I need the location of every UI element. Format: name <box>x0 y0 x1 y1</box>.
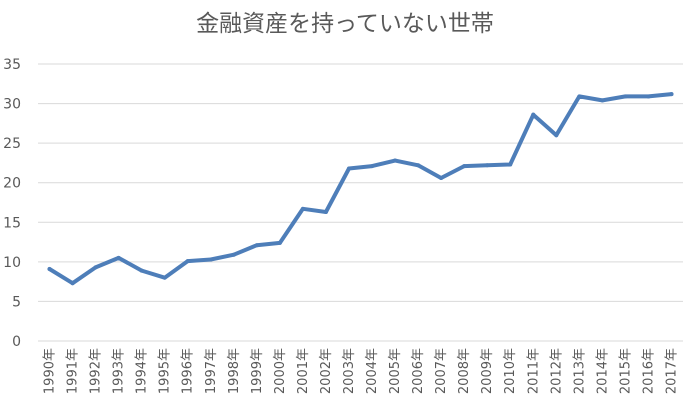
x-tick-label: 2001年 <box>296 348 311 394</box>
data-point <box>346 166 351 171</box>
data-point <box>185 259 190 264</box>
data-point <box>162 275 167 280</box>
series-line <box>47 92 674 286</box>
x-tick-label: 1999年 <box>250 348 265 394</box>
data-point <box>300 206 305 211</box>
x-tick-label: 2006年 <box>411 348 426 394</box>
series-layer <box>47 92 674 286</box>
data-point <box>600 98 605 103</box>
data-point <box>669 92 674 97</box>
x-tick-label: 2012年 <box>549 348 564 394</box>
data-point <box>254 243 259 248</box>
x-tick-label: 2000年 <box>273 348 288 394</box>
x-tick-label: 1991年 <box>66 348 81 394</box>
data-point <box>93 265 98 270</box>
x-tick-label: 2010年 <box>503 348 518 394</box>
data-point <box>393 158 398 163</box>
data-point <box>531 112 536 117</box>
x-tick-label: 1995年 <box>158 348 173 394</box>
gridlines <box>38 63 683 342</box>
data-point <box>116 255 121 260</box>
x-tick-label: 2014年 <box>595 348 610 394</box>
data-point <box>323 209 328 214</box>
data-point <box>277 240 282 245</box>
x-tick-label: 2005年 <box>388 348 403 394</box>
y-tick-label: 15 <box>3 215 21 231</box>
y-tick-label: 5 <box>12 294 21 310</box>
data-point <box>439 175 444 180</box>
data-point <box>646 94 651 99</box>
data-point <box>554 133 559 138</box>
x-tick-label: 2003年 <box>342 348 357 394</box>
y-tick-label: 35 <box>3 57 21 73</box>
x-tick-label: 1990年 <box>43 348 58 394</box>
y-tick-label: 25 <box>3 136 21 152</box>
x-tick-label: 2013年 <box>572 348 587 394</box>
x-tick-label: 1992年 <box>89 348 104 394</box>
y-axis-ticks: 0 5 10 15 20 25 30 35 <box>3 57 21 350</box>
y-tick-label: 10 <box>3 255 21 271</box>
x-tick-label: 1998年 <box>227 348 242 394</box>
data-point <box>462 164 467 169</box>
x-tick-label: 1993年 <box>112 348 127 394</box>
data-point <box>416 163 421 168</box>
chart-title: 金融資産を持っていない世帯 <box>196 11 494 37</box>
x-tick-label: 2007年 <box>434 348 449 394</box>
data-point <box>231 252 236 257</box>
x-tick-label: 1996年 <box>181 348 196 394</box>
data-point <box>623 94 628 99</box>
y-tick-label: 0 <box>12 334 21 350</box>
data-point <box>70 281 75 286</box>
data-point <box>577 94 582 99</box>
x-tick-label: 1997年 <box>204 348 219 394</box>
y-tick-label: 30 <box>3 97 21 113</box>
x-tick-label: 2015年 <box>618 348 633 394</box>
data-point <box>370 164 375 169</box>
x-axis-ticks: 1990年 1991年 1992年 1993年 1994年 1995年 1996年 1997年… <box>43 348 680 394</box>
x-tick-label: 2008年 <box>457 348 472 394</box>
data-point <box>139 268 144 273</box>
x-tick-label: 2016年 <box>641 348 656 394</box>
x-tick-label: 1994年 <box>135 348 150 394</box>
x-tick-label: 2009年 <box>480 348 495 394</box>
data-point <box>508 162 513 167</box>
x-tick-label: 2002年 <box>319 348 334 394</box>
data-point <box>485 163 490 168</box>
x-tick-label: 2017年 <box>664 348 679 394</box>
data-point <box>208 257 213 262</box>
y-tick-label: 20 <box>3 176 21 192</box>
x-tick-label: 2004年 <box>365 348 380 394</box>
x-tick-label: 2011年 <box>526 348 541 394</box>
data-point <box>47 266 52 271</box>
